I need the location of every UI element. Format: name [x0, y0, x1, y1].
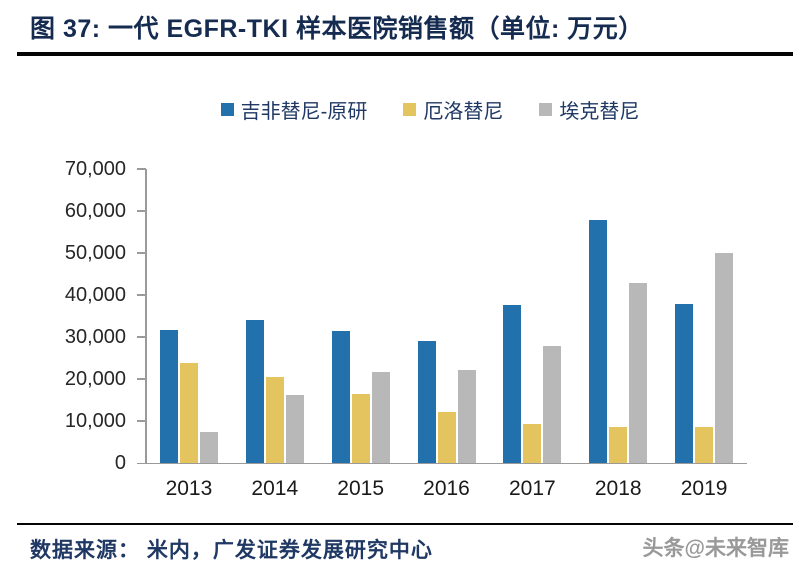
legend-swatch [220, 102, 234, 116]
bar [609, 426, 628, 463]
x-axis-label: 2019 [680, 477, 728, 500]
bar [457, 369, 476, 463]
bar-group [146, 169, 232, 463]
y-axis-tick [137, 168, 146, 170]
y-axis-tick [137, 252, 146, 254]
bar [331, 330, 350, 463]
bar [715, 252, 734, 463]
bar [417, 340, 436, 463]
bar [351, 394, 370, 463]
bar [285, 395, 304, 463]
y-axis-label: 40,000 [64, 284, 126, 306]
bar-group [232, 169, 318, 463]
y-axis-label: 70,000 [64, 158, 126, 180]
page-title: 图 37: 一代 EGFR-TKI 样本医院销售额（单位: 万元） [30, 15, 644, 43]
y-axis-label: 30,000 [64, 326, 126, 348]
x-axis-label: 2014 [251, 477, 299, 500]
x-axis-label: 2015 [337, 477, 384, 500]
bar-group [661, 169, 747, 463]
y-axis-tick [137, 210, 146, 212]
bar [543, 346, 562, 463]
source-text: 数据来源： 米内，广发证券发展研究中心 [30, 539, 433, 562]
bar [371, 372, 390, 463]
watermark-text: 头条@未来智库 [642, 537, 789, 560]
y-axis-tick [137, 336, 146, 338]
bar-group [318, 169, 404, 463]
y-axis-tick [137, 294, 146, 296]
bar [589, 219, 608, 463]
bar [179, 362, 198, 463]
bar [503, 305, 522, 463]
y-axis-tick [137, 420, 146, 422]
bar [675, 304, 694, 463]
legend-swatch [539, 102, 553, 116]
legend-item: 吉非替尼-原研 [220, 95, 368, 124]
legend-label: 厄洛替尼 [423, 100, 504, 123]
x-axis-label: 2018 [594, 477, 642, 500]
y-axis-label: 20,000 [64, 368, 126, 390]
legend-label: 吉非替尼-原研 [240, 100, 368, 123]
bar-group [489, 169, 575, 463]
legend: 吉非替尼-原研 厄洛替尼 埃克替尼 [120, 95, 740, 124]
bar [245, 319, 264, 463]
bar [695, 426, 714, 463]
y-axis-label: 10,000 [64, 410, 126, 432]
bar [265, 377, 284, 463]
bar-group [575, 169, 661, 463]
plot-area [146, 169, 747, 463]
y-axis-label: 50,000 [64, 242, 126, 264]
x-axis-labels: 2013 2014 2015 2016 2017 2018 2019 [146, 477, 747, 501]
x-axis-line [137, 462, 747, 464]
y-axis-line [145, 169, 147, 463]
legend-label: 埃克替尼 [559, 100, 640, 123]
title-divider [17, 52, 793, 56]
footer-divider [17, 523, 793, 525]
y-axis-tick [137, 378, 146, 380]
legend-item: 厄洛替尼 [403, 95, 503, 124]
y-axis-label: 0 [114, 452, 126, 474]
legend-swatch [403, 102, 417, 116]
bar [629, 283, 648, 463]
y-axis-label: 60,000 [64, 200, 126, 222]
bar [199, 431, 218, 463]
bar [159, 329, 178, 463]
legend-item: 埃克替尼 [539, 95, 639, 124]
x-axis-label: 2016 [423, 477, 470, 500]
x-axis-label: 2013 [165, 477, 213, 500]
bar [523, 423, 542, 463]
bar-group [404, 169, 490, 463]
bar [437, 412, 456, 463]
x-axis-label: 2017 [509, 477, 556, 500]
